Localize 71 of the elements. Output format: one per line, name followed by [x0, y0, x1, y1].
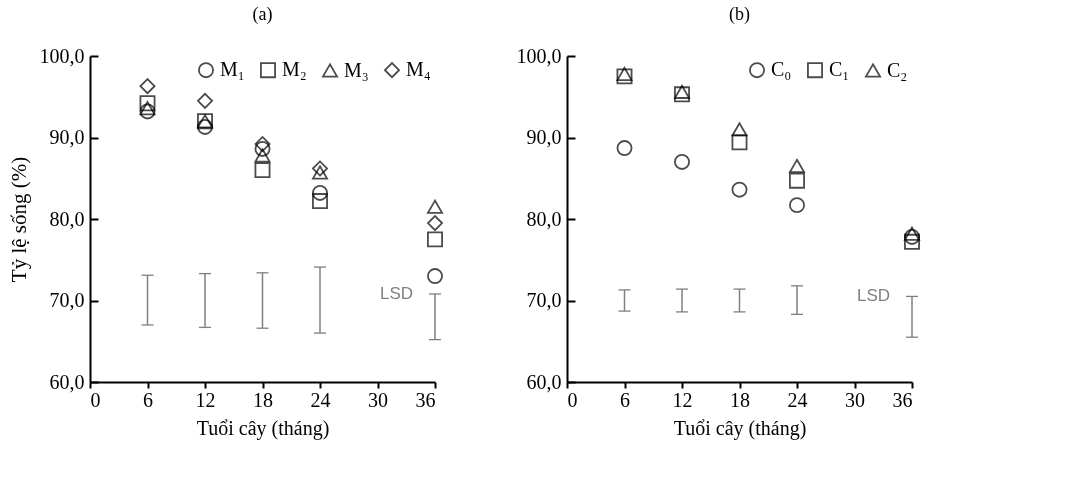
- x-tick-label: 36: [415, 388, 436, 411]
- x-tick-label: 36: [892, 388, 913, 411]
- x-tick-label: 18: [730, 388, 750, 411]
- y-tick-label: 80,0: [49, 207, 85, 230]
- y-tick-label: 100,0: [39, 44, 85, 67]
- point: [731, 122, 748, 137]
- x-tick-label: 18: [253, 388, 273, 411]
- point: [312, 165, 328, 180]
- series-label: LSD: [856, 286, 890, 306]
- point: [197, 92, 213, 109]
- x-tick-label: 30: [368, 388, 388, 411]
- point: [139, 78, 156, 95]
- legend-label: M₂: [282, 58, 307, 81]
- y-tick-label: 90,0: [49, 126, 85, 148]
- point: [789, 159, 805, 174]
- x-axis-title: Tuổi cây (tháng): [196, 416, 330, 440]
- point: [254, 148, 271, 163]
- chart-title: (a): [252, 4, 273, 25]
- x-tick-label: 24: [310, 388, 331, 411]
- x-tick-label: 12: [195, 388, 216, 411]
- point: [789, 172, 805, 189]
- chart-title: (b): [729, 4, 750, 25]
- x-tick-label: 12: [672, 388, 693, 411]
- series-label: LSD: [379, 283, 413, 303]
- x-tick-label: 6: [143, 388, 153, 411]
- point: [904, 233, 920, 250]
- x-tick-label: 24: [787, 388, 808, 411]
- legend-label: C₁: [829, 58, 850, 81]
- y-axis-title: Tỷ lệ sống (%): [6, 156, 31, 283]
- point: [312, 184, 328, 201]
- point: [789, 197, 805, 214]
- point: [254, 140, 271, 157]
- point: [904, 228, 920, 245]
- point: [427, 268, 443, 285]
- legend-label: M₃: [344, 58, 369, 81]
- point: [254, 136, 271, 152]
- point: [674, 86, 690, 103]
- y-tick-label: 100,0: [516, 44, 562, 67]
- point: [674, 84, 690, 99]
- legend-label: M₁: [220, 58, 245, 81]
- x-tick-label: 0: [90, 388, 101, 411]
- x-tick-label: 6: [620, 388, 630, 411]
- y-tick-label: 60,0: [526, 370, 562, 393]
- x-tick-label: 0: [567, 388, 578, 411]
- point: [616, 66, 633, 81]
- x-tick-label: 30: [845, 388, 865, 411]
- point: [312, 193, 328, 210]
- y-tick-label: 70,0: [526, 289, 562, 311]
- point: [139, 95, 156, 112]
- y-tick-label: 90,0: [526, 126, 562, 148]
- legend-label: C₀: [771, 58, 792, 81]
- point: [427, 231, 443, 248]
- point: [254, 162, 271, 179]
- point: [731, 134, 748, 151]
- point: [427, 215, 443, 232]
- legend-label: C₂: [887, 58, 908, 81]
- point: [674, 153, 690, 170]
- point: [731, 181, 748, 198]
- y-tick-label: 60,0: [49, 370, 85, 393]
- point: [312, 160, 328, 177]
- x-axis-title: Tuổi cây (tháng): [673, 416, 807, 440]
- point: [904, 226, 920, 241]
- legend-label: M₄: [406, 58, 431, 81]
- point: [139, 103, 156, 120]
- y-tick-label: 80,0: [526, 207, 562, 230]
- point: [616, 140, 633, 157]
- point: [197, 118, 213, 135]
- y-tick-label: 70,0: [49, 289, 85, 311]
- point: [616, 68, 633, 85]
- point: [139, 101, 156, 116]
- point: [427, 199, 443, 214]
